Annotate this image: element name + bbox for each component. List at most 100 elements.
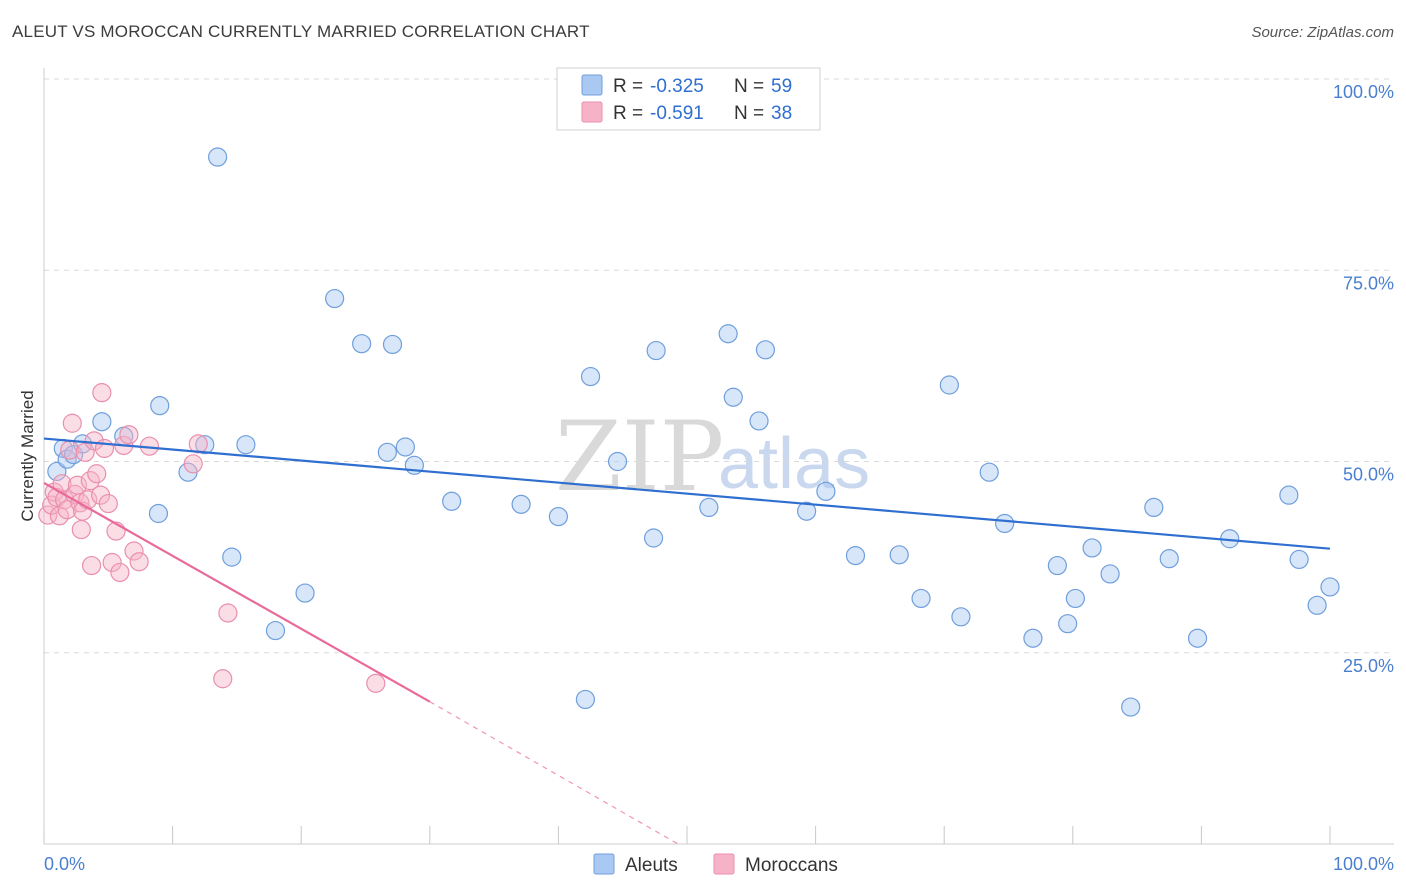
aleuts-point-43 <box>1023 628 1043 648</box>
x-tick-label-right: 100.0% <box>1333 854 1394 874</box>
aleuts-point-16 <box>352 334 372 354</box>
bottom-legend-swatch-moroccans <box>713 853 735 875</box>
moroccans-point-29 <box>129 552 149 572</box>
series-moroccans <box>38 383 386 693</box>
aleuts-point-35 <box>816 481 836 501</box>
y-tick-labels: 25.0% 50.0% 75.0% 100.0% <box>1333 82 1394 676</box>
moroccans-point-35 <box>366 673 386 693</box>
legend-n-value-aleuts: 59 <box>771 76 792 97</box>
aleuts-point-34 <box>796 501 817 521</box>
aleuts-point-31 <box>749 411 769 431</box>
aleuts-point-7 <box>150 396 170 416</box>
aleuts-point-58 <box>148 503 169 524</box>
aleuts-point-14 <box>295 583 315 603</box>
aleuts-point-44 <box>1047 555 1067 576</box>
legend-r-label-aleuts: R = <box>613 76 643 97</box>
moroccans-point-32 <box>188 434 208 454</box>
moroccans-point-36 <box>81 555 102 576</box>
bottom-legend-label-moroccans: Moroccans <box>745 855 838 876</box>
aleuts-point-0 <box>47 461 67 482</box>
legend-swatch-aleuts <box>581 74 603 96</box>
trend-lines <box>43 437 1331 845</box>
moroccans-point-28 <box>92 383 112 403</box>
aleuts-point-36 <box>845 545 866 566</box>
moroccans-point-9 <box>62 413 82 433</box>
y-tick-label-100: 100.0% <box>1333 82 1394 102</box>
aleuts-point-52 <box>1187 628 1208 648</box>
aleuts-point-24 <box>580 366 601 387</box>
bottom-legend-swatch-aleuts <box>593 853 615 875</box>
aleuts-point-12 <box>236 435 256 455</box>
aleuts-point-5 <box>92 412 112 432</box>
aleuts-point-10 <box>222 547 242 567</box>
aleuts-point-29 <box>699 497 719 517</box>
aleuts-point-41 <box>979 462 999 482</box>
aleuts-point-19 <box>395 437 415 457</box>
aleuts-point-11 <box>208 147 228 167</box>
aleuts-point-37 <box>889 545 909 565</box>
chart-source: Source: ZipAtlas.com <box>1251 24 1394 41</box>
chart-title: ALEUT VS MOROCCAN CURRENTLY MARRIED CORR… <box>12 22 590 41</box>
moroccans-point-37 <box>71 519 91 540</box>
legend-n-label-moroccans: N = <box>734 103 764 124</box>
aleuts-point-48 <box>1100 564 1120 584</box>
x-tick-label-left: 0.0% <box>44 854 85 874</box>
legend-r-value-aleuts: -0.325 <box>650 76 704 97</box>
moroccans-point-33 <box>213 669 233 689</box>
aleuts-point-21 <box>442 491 462 511</box>
legend-n-value-moroccans: 38 <box>771 103 792 124</box>
moroccans-point-21 <box>98 493 118 514</box>
stats-legend: R = -0.325 N = 59 R = -0.591 N = 38 <box>556 67 821 131</box>
moroccans-point-26 <box>119 425 139 445</box>
watermark-atlas: atlas <box>718 424 870 504</box>
aleuts-point-39 <box>939 375 959 395</box>
aleuts-point-26 <box>575 689 596 710</box>
legend-n-label-aleuts: N = <box>734 76 764 97</box>
series-legend: Aleuts Moroccans <box>593 853 838 876</box>
aleuts-point-47 <box>1082 538 1102 558</box>
aleuts-point-18 <box>382 334 403 355</box>
aleuts-point-54 <box>1279 485 1299 505</box>
aleuts-point-45 <box>1058 614 1078 634</box>
aleuts-point-55 <box>1289 549 1309 570</box>
moroccans-point-34 <box>218 603 238 623</box>
aleuts-point-13 <box>265 620 286 641</box>
aleuts-point-49 <box>1121 697 1141 717</box>
aleuts-point-56 <box>1307 595 1327 615</box>
series-aleuts <box>47 147 1340 717</box>
aleuts-point-28 <box>646 340 666 361</box>
moroccans-point-22 <box>102 552 122 573</box>
legend-r-value-moroccans: -0.591 <box>650 103 704 124</box>
trend-line-moroccans <box>43 481 431 703</box>
aleuts-point-42 <box>995 513 1015 534</box>
aleuts-point-57 <box>1320 577 1340 597</box>
aleuts-point-32 <box>755 340 776 360</box>
aleuts-point-25 <box>607 451 628 472</box>
x-ticks <box>43 826 1331 844</box>
gridlines <box>44 78 1394 654</box>
aleuts-point-38 <box>911 588 931 609</box>
aleuts-point-30 <box>718 324 738 344</box>
moroccans-point-18 <box>87 464 107 484</box>
aleuts-point-9 <box>195 435 215 455</box>
aleuts-point-51 <box>1159 549 1179 569</box>
aleuts-point-40 <box>951 607 971 627</box>
trend-line-aleuts <box>43 437 1331 550</box>
moroccans-point-24 <box>110 562 130 583</box>
aleuts-point-33 <box>723 387 743 407</box>
y-tick-label-75: 75.0% <box>1343 273 1394 293</box>
legend-r-label-moroccans: R = <box>613 103 643 124</box>
moroccans-point-17 <box>84 431 104 451</box>
axes <box>43 68 1394 845</box>
watermark-zip: ZIP <box>555 401 724 513</box>
aleuts-point-22 <box>511 494 531 514</box>
y-tick-label-50: 50.0% <box>1343 465 1394 485</box>
trend-line-moroccans-extension <box>429 701 679 845</box>
moroccans-point-27 <box>124 541 144 561</box>
y-tick-label-25: 25.0% <box>1343 656 1394 676</box>
aleuts-point-27 <box>643 528 664 548</box>
aleuts-point-46 <box>1065 588 1085 609</box>
aleuts-point-50 <box>1144 497 1164 517</box>
moroccans-point-31 <box>183 454 203 474</box>
